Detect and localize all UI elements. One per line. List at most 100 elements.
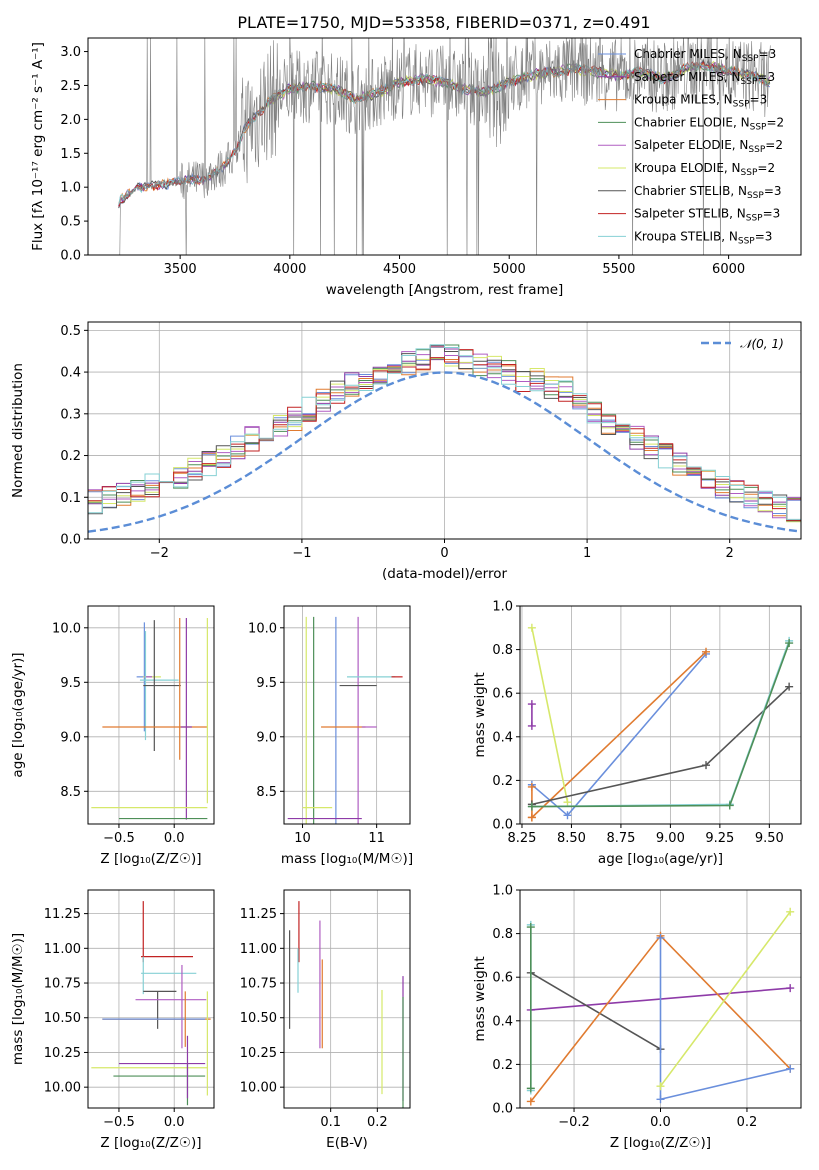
y-tick-label: 9.5 xyxy=(256,676,277,691)
x-tick-label: 0.2 xyxy=(737,1115,758,1130)
weight-point xyxy=(527,802,536,811)
y-axis-label: age [log₁₀(age/yr)] xyxy=(10,652,26,777)
y-tick-label: 0.5 xyxy=(60,324,81,339)
weight-point xyxy=(526,1084,535,1093)
x-tick-label: −2 xyxy=(150,546,169,561)
weight-point xyxy=(656,1095,665,1104)
x-tick-label: 0.2 xyxy=(367,1115,388,1130)
normal-curve xyxy=(88,371,801,533)
legend-entry: 𝒩(0, 1) xyxy=(740,337,784,351)
y-axis-label: mass weight xyxy=(472,956,488,1041)
y-tick-label: 11.25 xyxy=(44,907,81,922)
x-tick-label: 2 xyxy=(726,546,734,561)
x-tick-label: 5000 xyxy=(493,262,526,277)
axes-frame xyxy=(519,605,802,825)
x-tick-label: −1 xyxy=(292,546,311,561)
weight-point xyxy=(563,811,572,820)
mass-vs-metallicity-panel: −0.5 0.0 10.00 10.25 10.50 10.75 11.00 11.25 Z [… xyxy=(10,889,215,1151)
model-spectrum-kroupa-stelib xyxy=(118,62,771,205)
x-tick-label: 8.50 xyxy=(557,831,586,846)
y-tick-label: 0.6 xyxy=(492,971,513,986)
mass-vs-extinction-panel: 0.1 0.2 10.00 10.25 10.50 10.75 11.00 11.25 E(B-… xyxy=(240,889,411,1151)
x-tick-label: 9.50 xyxy=(755,831,784,846)
weight-point xyxy=(785,682,794,691)
y-tick-label: 10.00 xyxy=(240,1081,277,1096)
spectrum-legend: Chabrier MILES, NSSP=3 Salpeter MILES, NS… xyxy=(598,47,784,246)
weight-point xyxy=(527,721,536,730)
x-tick-label: 0.0 xyxy=(164,831,185,846)
weight-point xyxy=(702,647,711,656)
y-tick-label: 0.1 xyxy=(60,491,81,506)
residual-histogram-kroupa-elodie xyxy=(88,355,801,523)
weight-point xyxy=(785,639,794,648)
weight-point xyxy=(786,984,795,993)
x-axis-label: (data-model)/error xyxy=(382,566,508,582)
x-axis-label: wavelength [Angstrom, rest frame] xyxy=(326,282,564,298)
weight-point xyxy=(527,782,536,791)
y-tick-label: 2.0 xyxy=(60,113,81,128)
weight-point xyxy=(786,907,795,916)
x-axis-label: Z [log₁₀(Z/Z☉)] xyxy=(100,851,201,867)
axes-frame xyxy=(87,605,215,825)
plot-area xyxy=(91,617,208,820)
residual-histogram-chabrier-elodie xyxy=(88,344,801,523)
weight-point xyxy=(656,933,665,942)
y-tick-label: 10.75 xyxy=(44,977,81,992)
y-tick-label: 0.2 xyxy=(492,774,513,789)
y-tick-label: 9.0 xyxy=(60,730,81,745)
residual-histogram-salpeter-stelib xyxy=(88,349,801,521)
x-tick-label: 0.0 xyxy=(164,1115,185,1130)
x-tick-label: 6000 xyxy=(712,262,745,277)
x-tick-label: 11 xyxy=(368,831,385,846)
weight-line xyxy=(531,651,707,819)
weight-point xyxy=(725,801,734,810)
weight-point xyxy=(527,700,536,709)
legend-entry: Kroupa STELIB, NSSP=3 xyxy=(634,229,772,246)
plot-area xyxy=(526,907,795,1106)
weight-point xyxy=(527,623,536,632)
legend-entry: Salpeter MILES, NSSP=3 xyxy=(634,70,775,87)
plot-area xyxy=(289,901,404,1108)
y-tick-label: 1.0 xyxy=(60,181,81,196)
legend-entry: Chabrier STELIB, NSSP=3 xyxy=(634,184,782,201)
age-vs-mass-panel: 10 11 8.5 9.0 9.5 10.0 mass [log₁₀(M/M☉)] xyxy=(248,605,413,867)
y-tick-label: 10.0 xyxy=(248,621,277,636)
legend-entry: Chabrier ELODIE, NSSP=2 xyxy=(634,115,784,132)
residuals-panel: −2 −1 0 1 2 0.0 0.1 0.2 0.3 0.4 0.5 (data-model)/er… xyxy=(10,321,802,582)
y-tick-label: 0.8 xyxy=(492,927,513,942)
y-tick-label: 10.50 xyxy=(240,1011,277,1026)
x-tick-label: 9.00 xyxy=(656,831,685,846)
y-tick-label: 9.5 xyxy=(60,676,81,691)
plot-area xyxy=(287,616,403,824)
y-tick-label: 0.4 xyxy=(492,1014,513,1029)
x-tick-label: 10 xyxy=(294,831,311,846)
plot-area xyxy=(527,623,794,822)
axes-frame xyxy=(283,889,411,1109)
y-tick-label: 0.0 xyxy=(492,818,513,833)
y-tick-label: 10.25 xyxy=(240,1046,277,1061)
y-tick-label: 11.00 xyxy=(44,942,81,957)
x-tick-label: 4500 xyxy=(383,262,416,277)
x-tick-label: 4000 xyxy=(273,262,306,277)
y-axis-label: Normed distribution xyxy=(10,363,26,498)
weight-point xyxy=(563,798,572,807)
y-axis-label: mass weight xyxy=(472,672,488,757)
y-tick-label: 3.0 xyxy=(60,45,81,60)
x-tick-label: 0.0 xyxy=(650,1115,671,1130)
legend-entry: Salpeter STELIB, NSSP=3 xyxy=(634,207,780,224)
y-tick-label: 11.25 xyxy=(240,907,277,922)
legend-entry: Kroupa MILES, NSSP=3 xyxy=(634,93,767,110)
x-tick-label: 0 xyxy=(440,546,448,561)
weight-point xyxy=(656,1082,665,1091)
x-tick-label: −0.5 xyxy=(103,1115,135,1130)
y-tick-label: 0.0 xyxy=(60,249,81,264)
weight-line xyxy=(531,627,569,803)
axes-frame xyxy=(87,37,802,256)
x-tick-label: 1 xyxy=(583,546,591,561)
y-tick-label: 0.0 xyxy=(492,1102,513,1117)
y-tick-label: 0.2 xyxy=(492,1058,513,1073)
x-axis-label: age [log₁₀(age/yr)] xyxy=(598,851,723,867)
x-tick-label: 0.1 xyxy=(320,1115,341,1130)
y-tick-label: 0.2 xyxy=(60,449,81,464)
